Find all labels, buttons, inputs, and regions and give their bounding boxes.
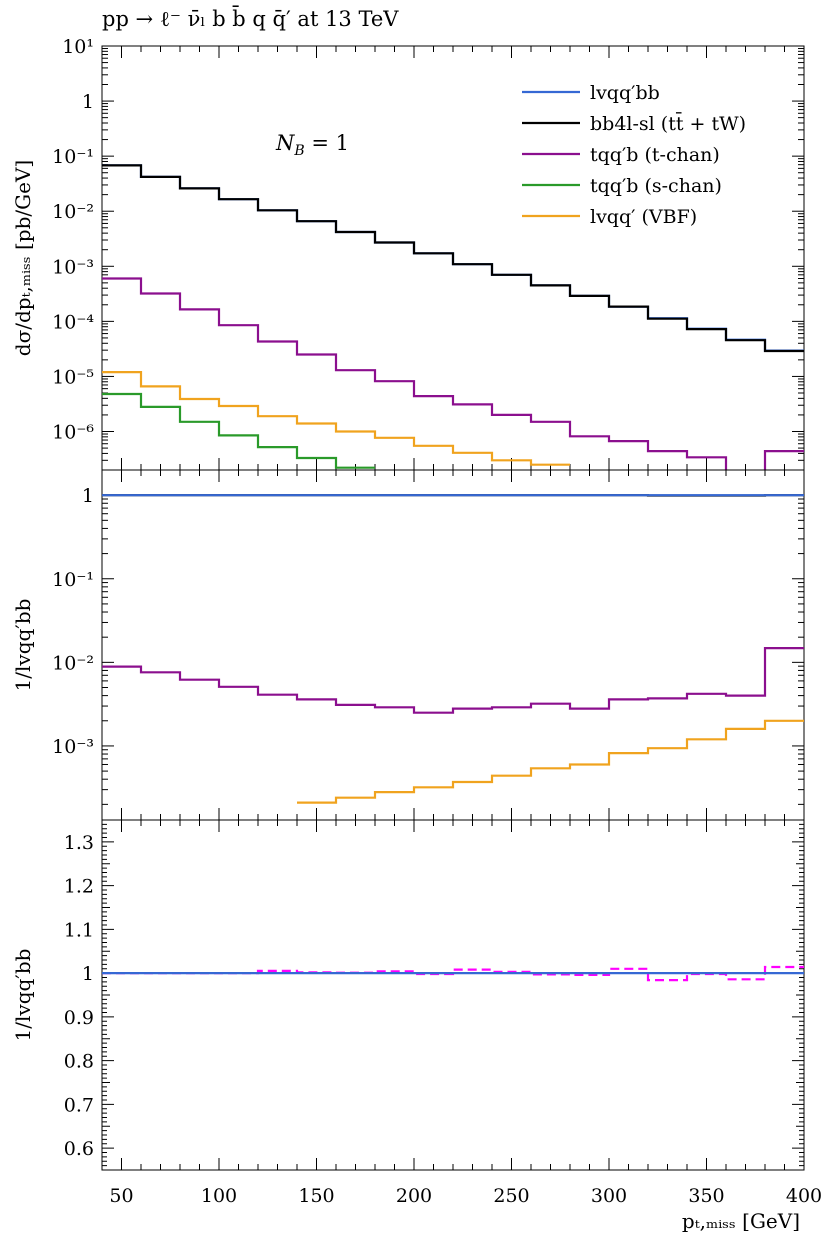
x-tick-label: 50 — [109, 1185, 133, 1207]
y-tick-label: 1.2 — [64, 876, 94, 898]
series-line-tchan — [102, 647, 804, 714]
y-tick-label: 10⁻⁴ — [52, 311, 94, 333]
y-tick-label: 1 — [82, 91, 94, 113]
y-tick-label: 1 — [82, 963, 94, 985]
series-line-vbf — [297, 719, 804, 804]
series-line-vbf — [102, 371, 570, 466]
x-tick-label: 300 — [591, 1185, 627, 1207]
x-tick-label: 400 — [786, 1185, 822, 1207]
y-tick-label: 0.8 — [64, 1051, 94, 1073]
series-line-ratio_dashed — [102, 965, 804, 982]
legend: lvqq′bb bb4l-sl (tt̄ + tW) tqq′b (t-chan) t… — [522, 82, 746, 228]
y-tick-label: 10⁻³ — [52, 736, 94, 758]
y-tick-label: 1.1 — [64, 919, 94, 941]
legend-label-vbf: lvqq′ (VBF) — [590, 206, 697, 228]
y-tick-label: 0.6 — [64, 1138, 94, 1160]
y-axis-label: 1/lvqq′bb — [11, 599, 35, 692]
y-tick-label: 10⁻¹ — [52, 146, 94, 168]
y-tick-label: 0.7 — [64, 1094, 94, 1116]
y-axis-label: dσ/dpₜ,ₘᵢₛₛ [pb/GeV] — [11, 160, 35, 356]
x-tick-label: 250 — [493, 1185, 529, 1207]
legend-label-bb4l: bb4l-sl (tt̄ + tW) — [590, 111, 746, 135]
legend-label-tchan: tqq′b (t-chan) — [590, 144, 720, 166]
panel-3: 1.3 1.2 1.1 1 0.9 0.8 0.7 0.6 50 100 150 200 250 300 3… — [11, 819, 822, 1207]
y-tick-label: 10¹ — [62, 36, 94, 58]
y-tick-label: 10⁻⁶ — [52, 422, 94, 444]
x-axis-label: pₜ,ₘᵢₛₛ [GeV] — [682, 1209, 800, 1233]
figure-title: pp → ℓ⁻ ν̄ₗ b b̄ q q̄′ at 13 TeV — [102, 5, 399, 31]
y-tick-label: 10⁻¹ — [52, 569, 94, 591]
x-tick-label: 200 — [396, 1185, 432, 1207]
y-tick-label: 10⁻² — [52, 201, 94, 223]
series-line-tchan — [102, 277, 804, 470]
y-tick-label: 0.9 — [64, 1007, 94, 1029]
legend-label-lvqqbb: lvqq′bb — [590, 82, 660, 104]
series-line-schan — [102, 392, 375, 469]
x-tick-label: 350 — [688, 1185, 724, 1207]
panel-2-frame — [101, 469, 805, 821]
legend-label-schan: tqq′b (s-chan) — [590, 175, 722, 197]
y-tick-label: 1 — [82, 485, 94, 507]
y-tick-label: 10⁻⁵ — [52, 366, 94, 388]
x-tick-label: 100 — [201, 1185, 237, 1207]
nb-annotation: NB = 1 — [275, 131, 349, 159]
panel-2: 1 10⁻¹ 10⁻² 10⁻³ 1/lvqq′bb — [11, 469, 805, 821]
panel-1: 10¹ 1 10⁻¹ 10⁻² 10⁻³ 10⁻⁴ 10⁻⁵ 10⁻⁶ dσ/dpₜ,ₘᵢₛₛ … — [11, 36, 805, 471]
panel-3-frame — [101, 819, 805, 1171]
x-tick-label: 150 — [298, 1185, 334, 1207]
y-tick-label: 1.3 — [64, 832, 94, 854]
y-axis-label: 1/lvqq′bb — [11, 949, 35, 1042]
series-line-bb4l — [102, 164, 804, 353]
y-tick-label: 10⁻³ — [52, 256, 94, 278]
y-tick-label: 10⁻² — [52, 652, 94, 674]
